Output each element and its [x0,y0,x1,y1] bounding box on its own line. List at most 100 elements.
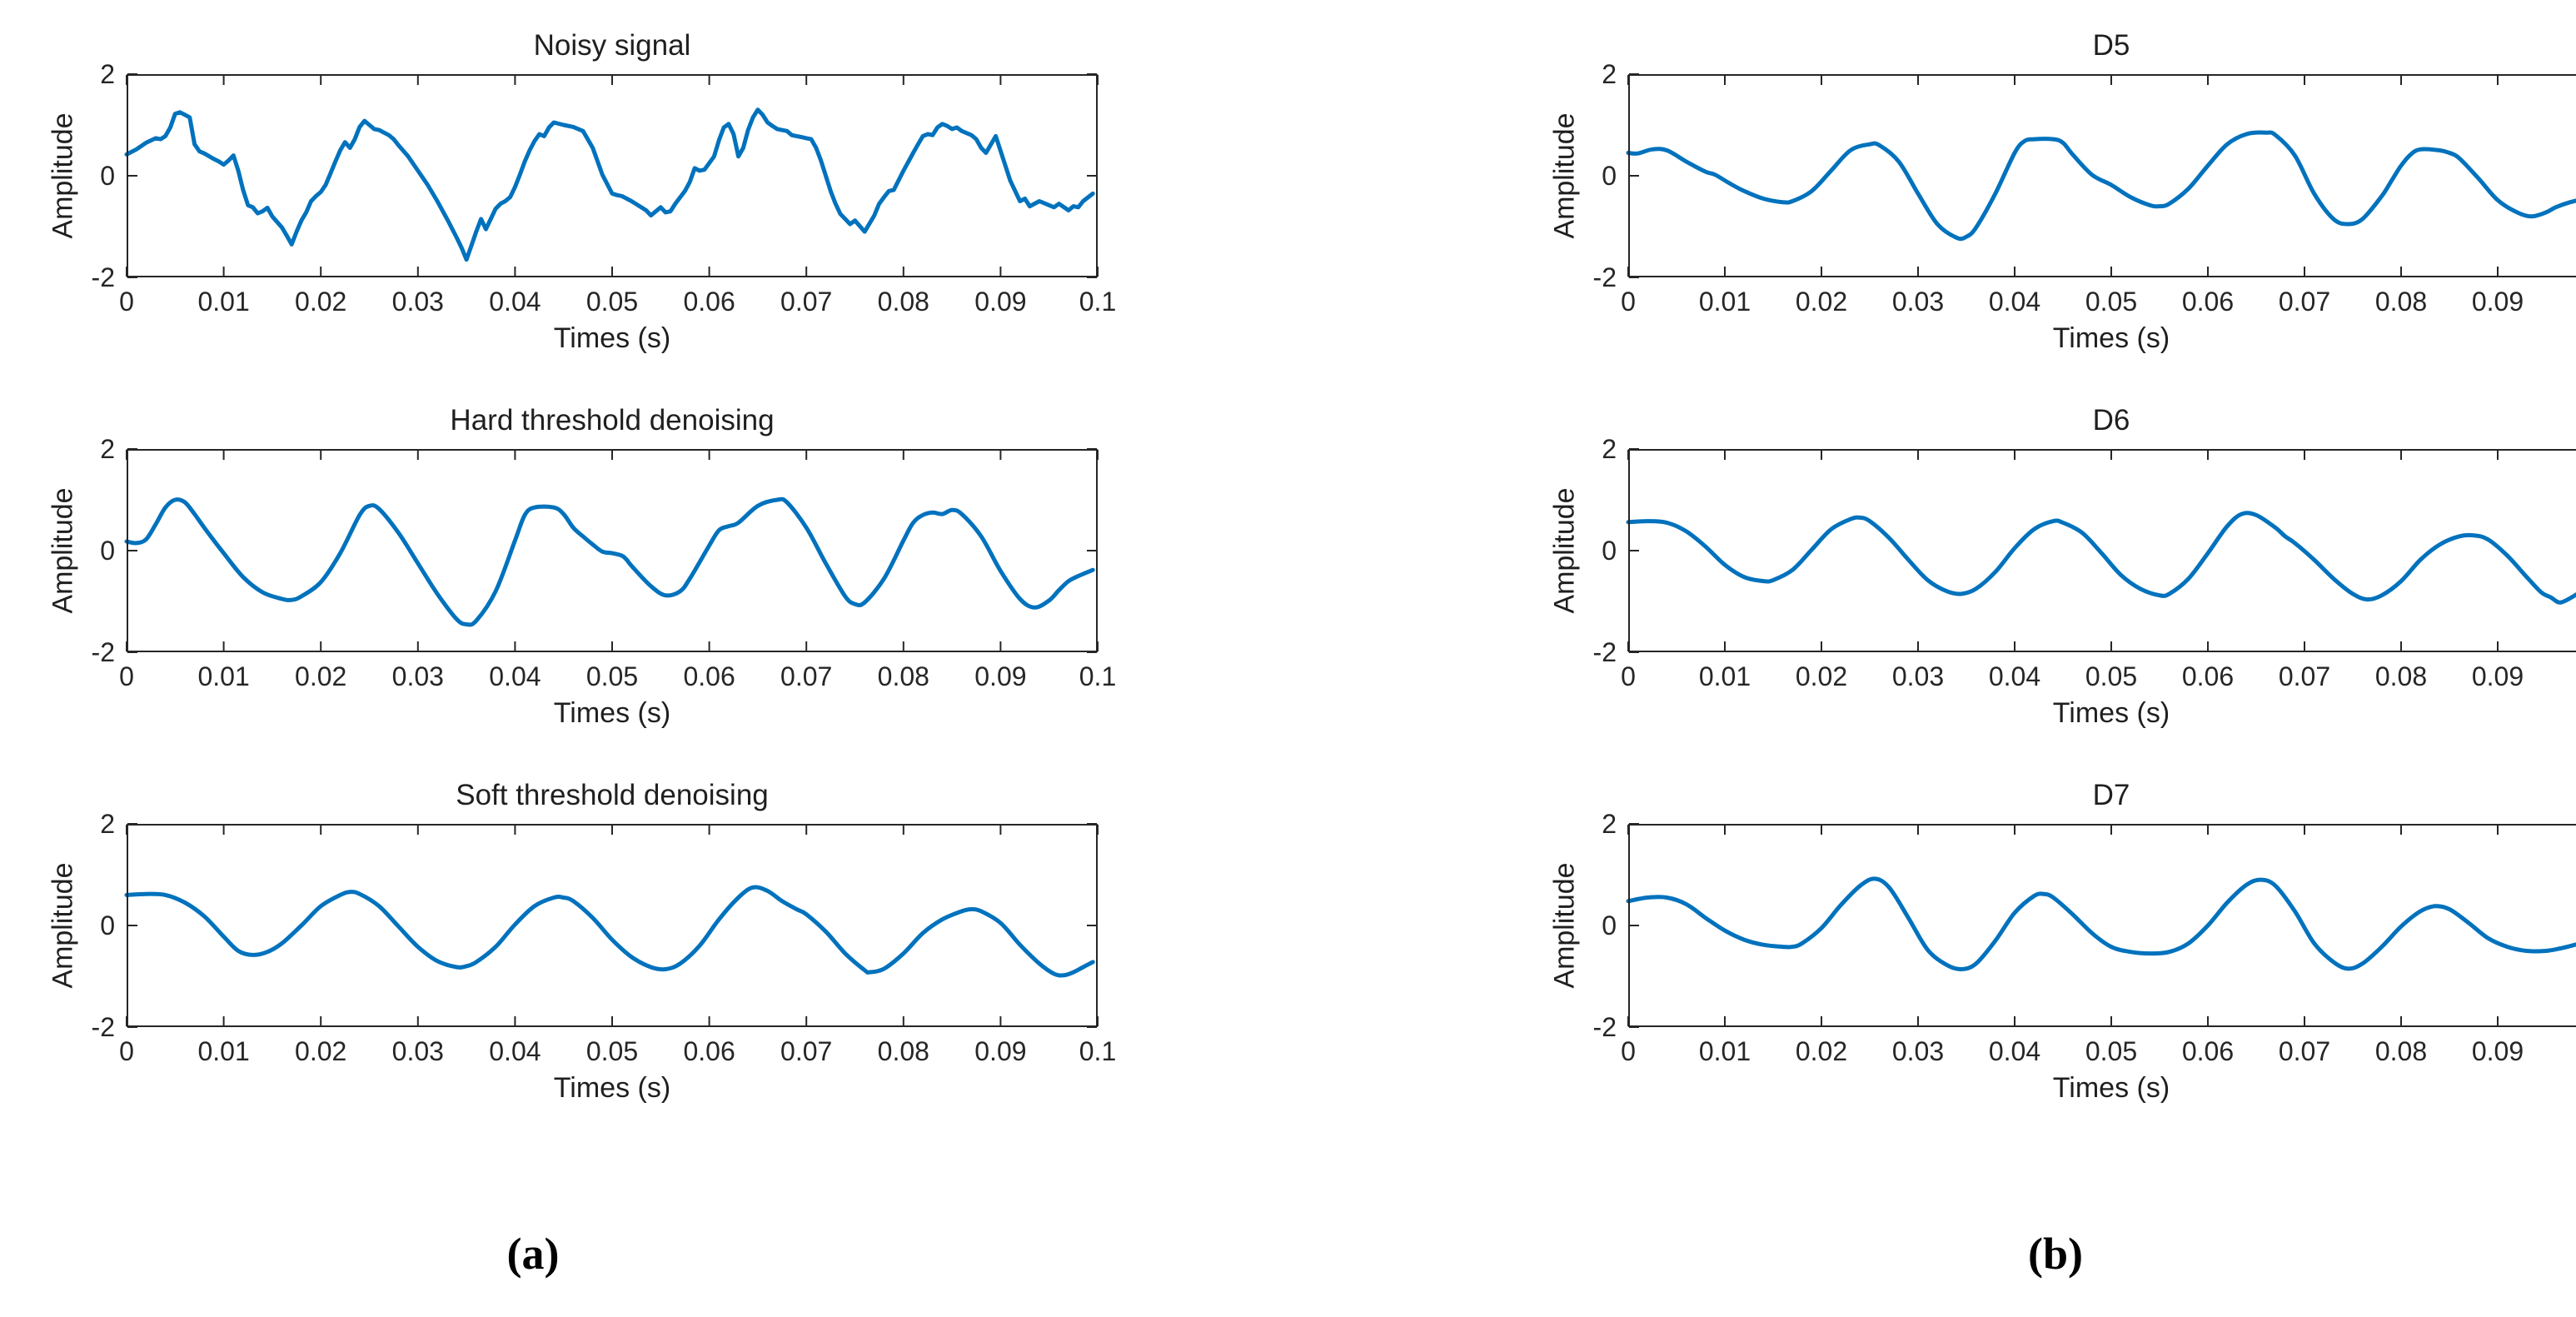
x-tick-label: 0.1 [1079,1036,1116,1066]
x-tick-label: 0.09 [974,287,1026,317]
x-tick-label: 0.05 [2085,287,2137,317]
subplot-d6: D6 Amplitude 0 0.01 0.02 0.03 0.04 0.05 0.06 0.… [1549,404,2576,729]
axes-border [1628,449,2576,652]
axes-border [1628,74,2576,277]
tick-labels: 00.010.020.030.040.050.060.070.080.090.1… [1593,59,2576,317]
x-axis-label: Times (s) [553,322,671,354]
x-tick-label: 0.06 [683,661,735,691]
x-tick-label: 0.07 [780,661,832,691]
x-tick-label: 0.06 [683,1036,735,1066]
plot-axes-hard-threshold-denoising: 0 0.01 0.02 0.03 0.04 0.05 0.06 0.07 0.08 0.09 0.1… [92,434,1117,691]
x-tick-label: 0.01 [1699,1036,1751,1066]
x-tick-label: 0.01 [197,661,249,691]
signal-line [124,107,1095,262]
y-axis-label: Amplitude [1548,862,1581,989]
plot-title: Soft threshold denoising [456,779,769,811]
subplot-d5: D5 Amplitude 0 0.01 0.02 0.03 0.04 0.05 0.06 0.… [1549,29,2576,354]
x-tick-label: 0.05 [586,1036,638,1066]
x-tick-label: 0.09 [2472,1036,2524,1066]
x-tick-label: 0.02 [1796,287,1847,317]
y-tick-label: -2 [1593,1012,1617,1042]
axes-border [127,449,1098,652]
x-tick-label: 0.07 [2279,287,2330,317]
x-axis-label: Times (s) [2052,322,2170,354]
x-axis-label: Times (s) [2052,1072,2170,1104]
y-tick-label: 2 [1602,59,1617,89]
y-axis-label: Amplitude [1548,487,1581,614]
x-tick-label: 0.07 [780,1036,832,1066]
x-tick-label: 0.04 [1989,661,2040,691]
x-tick-label: 0.1 [1079,287,1116,317]
y-tick-label: 2 [1602,809,1617,839]
caption-b: (b) [2028,1229,2083,1279]
x-tick-label: 0 [119,661,134,691]
y-tick-label: -2 [1593,637,1617,667]
plot-title: D7 [2092,779,2130,811]
x-tick-label: 0.05 [586,287,638,317]
x-tick-label: 0.01 [197,287,249,317]
signal-line [1626,876,2576,972]
tick-labels: 00.010.020.030.040.050.060.070.080.090.1… [1593,809,2576,1066]
plot-title: Noisy signal [533,29,691,62]
y-axis-label: Amplitude [47,112,79,239]
subplot-d7: D7 Amplitude 0 0.01 0.02 0.03 0.04 0.05 0.06 0.… [1549,779,2576,1104]
y-tick-label: -2 [92,262,115,292]
x-tick-label: 0.04 [489,1036,541,1066]
axes-border [1628,824,2576,1027]
subplot-soft-threshold-denoising: Soft threshold denoising Amplitude 0 0.01… [47,779,1117,1104]
y-tick-label: 0 [100,161,115,191]
x-tick-label: 0.02 [1796,661,1847,691]
x-tick-label: 0 [119,287,134,317]
y-tick-label: 0 [100,910,115,940]
plot-title: D5 [2092,29,2130,62]
x-tick-label: 0.02 [295,287,346,317]
y-tick-label: 2 [1602,434,1617,464]
x-tick-label: 0.06 [2182,661,2234,691]
y-tick-label: 2 [100,434,115,464]
x-tick-label: 0.02 [295,661,346,691]
x-tick-label: 0.05 [2085,1036,2137,1066]
x-tick-label: 0.03 [1892,1036,1944,1066]
x-tick-label: 0.02 [295,1036,346,1066]
subplot-hard-threshold-denoising: Hard threshold denoising Amplitude 0 0.01… [47,404,1117,729]
y-tick-label: -2 [92,1012,115,1042]
x-tick-label: 0.09 [2472,287,2524,317]
tick-labels: 0 0.01 0.02 0.03 0.04 0.05 0.06 0.07 0.08 0.09 0.1… [92,809,1117,1066]
y-tick-label: 0 [100,536,115,566]
tick-marks [1627,73,2499,278]
x-tick-label: 0.08 [2375,287,2427,317]
x-tick-label: 0.06 [2182,1036,2234,1066]
signal-line [1626,511,2576,605]
y-axis-label: Amplitude [47,862,79,989]
x-tick-label: 0 [1621,661,1636,691]
x-tick-label: 0.04 [489,287,541,317]
y-tick-label: 2 [100,809,115,839]
signal-line [124,885,1095,978]
x-tick-label: 0.04 [1989,287,2040,317]
tick-marks [1627,823,2499,1028]
x-tick-label: 0.01 [1699,287,1751,317]
plot-axes-soft-threshold-denoising: 0 0.01 0.02 0.03 0.04 0.05 0.06 0.07 0.08 0.09 0.1… [92,809,1117,1066]
signal-line [124,496,1095,627]
x-tick-label: 0.08 [878,1036,929,1066]
x-tick-label: 0.03 [1892,661,1944,691]
y-axis-label: Amplitude [1548,112,1581,239]
x-tick-label: 0.01 [197,1036,249,1066]
x-tick-label: 0.02 [1796,1036,1847,1066]
x-tick-label: 0.03 [392,1036,444,1066]
tick-marks [126,73,1099,278]
y-tick-label: -2 [92,637,115,667]
signal-line [1626,130,2576,242]
y-tick-label: 0 [1602,161,1617,191]
x-tick-label: 0.1 [1079,661,1116,691]
x-tick-label: 0 [1621,1036,1636,1066]
x-tick-label: 0.01 [1699,661,1751,691]
x-tick-label: 0.08 [2375,661,2427,691]
x-axis-label: Times (s) [2052,697,2170,729]
plot-axes-d5: 00.010.020.030.040.050.060.070.080.090.1… [1593,59,2576,317]
x-tick-label: 0.08 [2375,1036,2427,1066]
plot-axes-noisy-signal: 0 0.01 0.02 0.03 0.04 0.05 0.06 0.07 0.08 0.09 0.1… [92,59,1117,317]
x-tick-label: 0.09 [974,1036,1026,1066]
x-tick-label: 0.07 [2279,661,2330,691]
